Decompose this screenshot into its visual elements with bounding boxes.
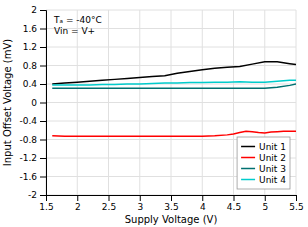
legend-swatch [241,146,255,148]
y-grid-line [46,121,296,122]
legend-label: Unit 2 [259,153,286,163]
x-tick-label: 2 [75,202,81,212]
x-tick: 4.5 [227,195,241,212]
x-tick: 3 [137,195,143,212]
x-tick-label: 5 [262,202,268,212]
legend-swatch [241,179,255,181]
legend-label: Unit 1 [259,142,286,152]
y-tick-label: -0.8 [19,135,37,145]
x-axis: 1.5 2 2.5 3 3.5 4 4.5 5 5.5 [39,195,303,212]
x-tick: 3.5 [164,195,178,212]
y-tick: -2 [28,190,46,200]
x-tick-label: 5.5 [289,202,303,212]
x-tick-label: 4.5 [227,202,241,212]
x-tick-mark [109,195,110,201]
y-tick: -1.2 [19,153,46,163]
y-tick: 2 [31,5,46,15]
y-tick-label: -1.6 [19,172,37,182]
y-grid-line [46,65,296,66]
y-grid-line [46,47,296,48]
y-tick: 0.4 [23,79,46,89]
x-tick: 5 [262,195,268,212]
legend-label: Unit 3 [259,164,286,174]
legend-box [237,137,290,189]
y-tick: 1.2 [23,42,46,52]
x-tick: 2 [75,195,81,212]
y-tick-label: 0.4 [23,79,38,89]
y-tick-mark [40,177,46,178]
x-tick-label: 2.5 [102,202,116,212]
x-axis-line [47,196,297,202]
y-tick-label: -2 [28,190,37,200]
y-tick-label: -0.4 [19,116,37,126]
x-tick: 5.5 [289,195,303,212]
y-tick-mark [40,84,46,85]
x-tick-mark [77,195,78,201]
series-line [52,80,296,85]
legend-swatch [241,157,255,159]
y-tick: -0.4 [19,116,46,126]
y-tick-mark [40,140,46,141]
y-tick: 0.8 [23,61,46,71]
legend-label: Unit 4 [259,175,286,185]
grid [46,10,296,195]
annotation: Tₐ = -40°CVin = V+ [53,15,102,36]
legend-swatch [241,168,255,170]
y-grid-line [46,102,296,103]
plot-area [52,62,296,136]
y-tick: 0 [31,98,46,108]
y-axis-line [40,11,47,196]
x-tick-label: 3 [137,202,143,212]
chart: 1.5 2 2.5 3 3.5 4 4.5 5 5.5 -2 -1.6 -1.2 -0.8 -0.4 0 0.… [0,0,308,227]
x-tick-mark [265,195,266,201]
annotation-line: Vin = V+ [54,26,95,36]
y-tick: -1.6 [19,172,46,182]
x-tick: 4 [200,195,206,212]
y-tick-label: 0.8 [23,61,38,71]
y-tick: -0.8 [19,135,46,145]
y-tick-label: -1.2 [19,153,37,163]
x-tick-label: 1.5 [39,202,53,212]
y-tick: 1.6 [23,24,46,34]
y-tick-mark [40,10,46,11]
x-tick-label: 3.5 [164,202,178,212]
annotation-line: Tₐ = -40°C [53,15,102,25]
y-tick-mark [40,121,46,122]
x-tick-mark [234,195,235,201]
y-tick-label: 2 [31,5,37,15]
y-axis: -2 -1.6 -1.2 -0.8 -0.4 0 0.4 0.8 1.2 1.6 2 [19,5,46,200]
x-tick-label: 4 [200,202,206,212]
x-tick-mark [202,195,203,201]
x-tick-mark [296,195,297,201]
x-axis-title: Supply Voltage (V) [125,214,218,225]
y-tick-mark [40,66,46,67]
x-tick: 1.5 [39,195,53,212]
series-line [52,131,296,136]
y-tick-mark [40,103,46,104]
y-grid-line [46,10,296,11]
y-tick-label: 1.2 [23,42,37,52]
y-tick-mark [40,29,46,30]
x-tick-mark [140,195,141,201]
y-tick-mark [40,47,46,48]
y-tick-label: 0 [31,98,37,108]
y-tick-mark [40,158,46,159]
x-tick: 2.5 [102,195,116,212]
x-tick-mark [171,195,172,201]
legend: Unit 1Unit 2Unit 3Unit 4 [237,137,290,189]
y-axis-title: Input Offset Voltage (mV) [2,39,13,166]
y-tick-label: 1.6 [23,24,38,34]
y-tick-mark [40,195,46,196]
series-line [52,62,296,84]
